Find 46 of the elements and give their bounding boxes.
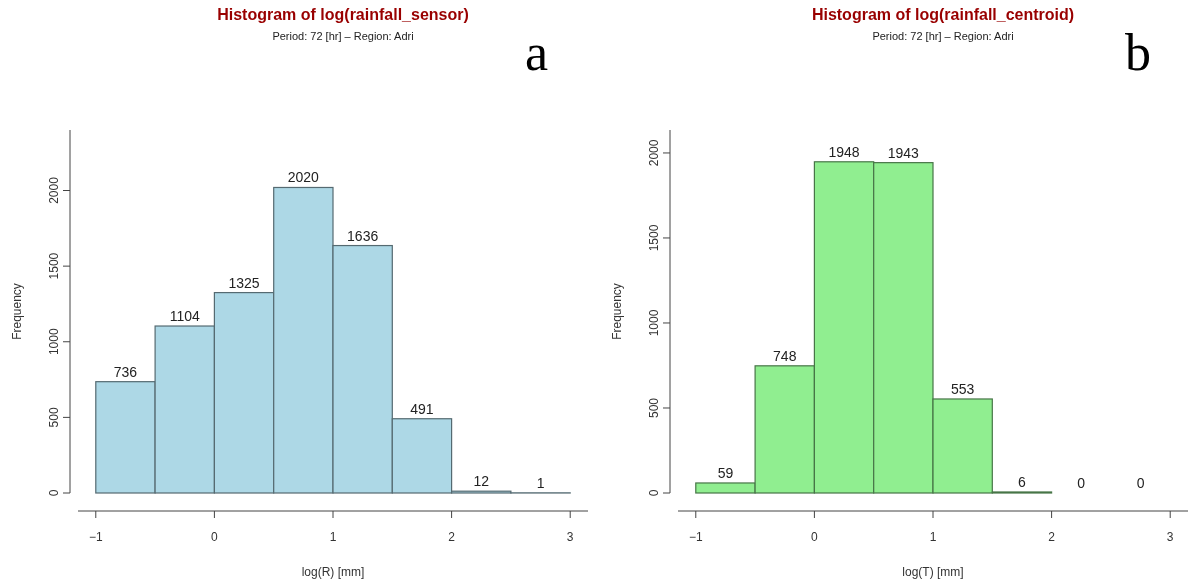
y-tick-label: 500 <box>47 407 61 428</box>
text: b <box>1125 24 1151 81</box>
data-label: 1 <box>536 474 545 491</box>
y-axis-title: Frequency <box>10 283 24 340</box>
x-tick-label: 2 <box>1048 530 1056 544</box>
data-label: 1948 <box>828 143 860 160</box>
y-tick-label: 1500 <box>47 252 61 280</box>
data-label: 0 <box>1077 475 1086 491</box>
x-tick-label: 0 <box>811 530 819 544</box>
y-tick-label: 1000 <box>647 309 661 337</box>
text: a <box>525 24 549 81</box>
data-label: 1636 <box>347 227 379 244</box>
y-axis-title: Frequency <box>610 283 624 340</box>
data-label: 1943 <box>887 144 920 161</box>
data-label: 491 <box>410 400 434 417</box>
y-tick-label: 1000 <box>47 328 61 356</box>
data-label: 1104 <box>169 308 201 325</box>
data-label: 736 <box>113 363 138 380</box>
x-tick-label: 3 <box>566 530 574 544</box>
x-tick-label: 2 <box>448 530 456 544</box>
data-label: 1325 <box>228 274 260 291</box>
data-label: 12 <box>473 473 490 490</box>
y-tick-label: 500 <box>647 397 661 418</box>
y-tick-label: 1500 <box>647 224 661 252</box>
y-tick-label: 2000 <box>647 139 661 167</box>
data-label: 748 <box>773 347 797 364</box>
x-axis-title: log(T) [mm] <box>902 565 964 579</box>
x-tick-label: 0 <box>211 530 219 544</box>
x-tick-label: 1 <box>329 530 337 544</box>
data-label: 6 <box>1018 473 1027 490</box>
chart-title: Histogram of log(rainfall_centroid) <box>811 6 1075 23</box>
data-label: 553 <box>950 380 975 397</box>
x-tick-label: −1 <box>688 530 703 544</box>
x-tick-label: 1 <box>929 530 937 544</box>
chart-subtitle: Period: 72 [hr] – Region: Adri <box>272 30 414 42</box>
data-label: 2020 <box>287 169 320 186</box>
y-tick-label: 2000 <box>47 176 61 204</box>
y-tick-label: 0 <box>47 489 61 497</box>
chart-title: Histogram of log(rainfall_sensor) <box>217 6 469 23</box>
y-tick-label: 0 <box>647 489 661 497</box>
data-label: 0 <box>1136 475 1145 491</box>
x-tick-label: 3 <box>1166 530 1174 544</box>
x-axis-title: log(R) [mm] <box>301 565 365 579</box>
chart-subtitle: Period: 72 [hr] – Region: Adri <box>872 30 1014 42</box>
data-label: 59 <box>717 464 734 481</box>
x-tick-label: −1 <box>88 530 103 544</box>
